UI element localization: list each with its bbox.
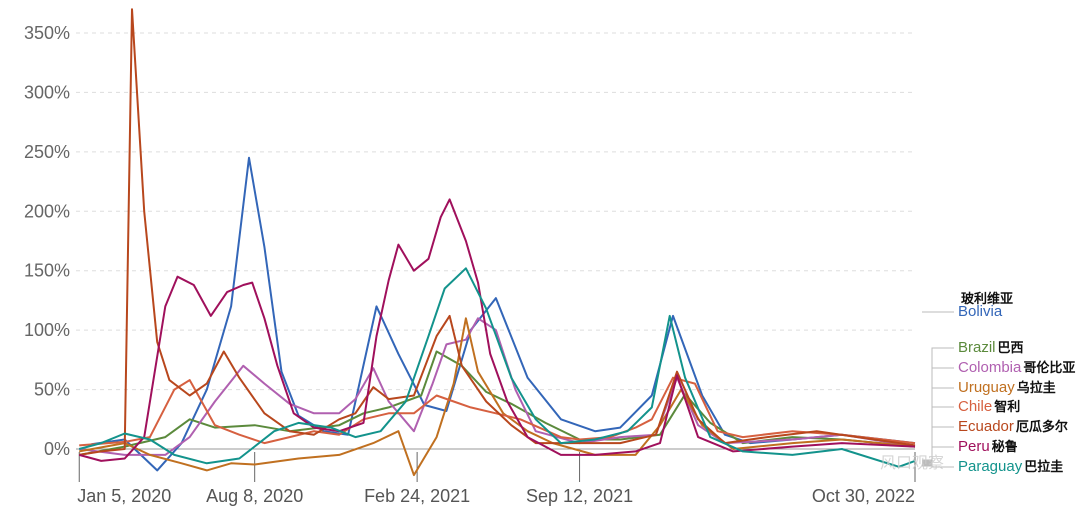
series-line-ecuador	[79, 8, 916, 456]
x-tick-label: Jan 5, 2020	[77, 486, 171, 506]
x-tick-label: Oct 30, 2022	[812, 486, 915, 506]
series-label-peru: Peru	[958, 438, 990, 455]
series-line-uruguay	[79, 317, 916, 477]
series-label-chile: Chile	[958, 398, 992, 415]
series-line-chile	[79, 376, 916, 447]
y-tick-label: 50%	[34, 380, 70, 400]
y-axis-ticks: 0% 50% 100% 150% 200% 250% 300% 350%	[24, 23, 70, 459]
watermark-text: 风口观察	[880, 454, 944, 472]
x-axis-ticks: Jan 5, 2020 Aug 8, 2020 Feb 24, 2021 Sep 12…	[77, 452, 916, 506]
series-label-ecuador: Ecuador	[958, 418, 1014, 435]
x-tick-label: Feb 24, 2021	[364, 486, 470, 506]
series-label-zh-colombia: 哥伦比亚	[1023, 360, 1075, 375]
series-leader-brazil	[922, 347, 954, 461]
x-tick-label: Sep 12, 2021	[526, 486, 633, 506]
y-tick-label: 150%	[24, 261, 70, 281]
y-tick-label: 0%	[44, 439, 70, 459]
series-label-zh-peru: 秘鲁	[992, 439, 1018, 454]
series-leader-uruguay	[922, 387, 954, 463]
series-line-peru	[78, 198, 916, 462]
series-label-brazil: Brazil	[958, 339, 996, 356]
series-label-bolivia: Bolivia	[958, 303, 1003, 320]
y-tick-label: 200%	[24, 201, 70, 221]
series-label-zh-uruguay: 乌拉圭	[1017, 380, 1056, 395]
y-tick-label: 350%	[24, 23, 70, 43]
series-line-bolivia	[91, 156, 916, 472]
series-label-zh-ecuador: 厄瓜多尔	[1016, 419, 1068, 434]
x-tick-label: Aug 8, 2020	[206, 486, 303, 506]
series-line-paraguay	[78, 267, 916, 468]
y-tick-label: 300%	[24, 82, 70, 102]
series-lines	[78, 8, 916, 477]
series-label-zh-bolivia: 玻利维亚	[961, 291, 1013, 306]
series-label-paraguay: Paraguay	[958, 458, 1023, 475]
series-label-zh-paraguay: 巴拉圭	[1024, 459, 1063, 474]
series-label-uruguay: Uruguay	[958, 379, 1015, 396]
series-leader-paraguay	[922, 465, 954, 468]
y-tick-label: 100%	[24, 320, 70, 340]
series-label-zh-brazil: 巴西	[998, 340, 1024, 355]
series-label-colombia: Colombia	[958, 359, 1022, 376]
series-leader-ecuador	[922, 426, 954, 465]
y-tick-label: 250%	[24, 142, 70, 162]
series-label-zh-chile: 智利	[994, 399, 1020, 414]
series-leader-peru	[922, 446, 954, 466]
